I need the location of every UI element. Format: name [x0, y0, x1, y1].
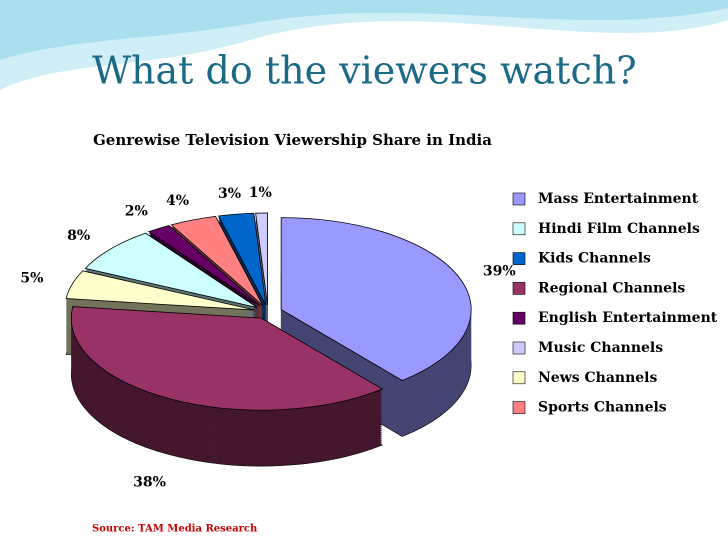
- legend-label: Hindi Film Channels: [538, 221, 700, 237]
- slice: [217, 212, 267, 306]
- data-label: 38%: [133, 474, 166, 490]
- data-label: 3%: [218, 186, 241, 202]
- legend-swatch: [512, 222, 526, 236]
- slice: [170, 215, 264, 306]
- data-label: 1%: [249, 185, 272, 201]
- slice: [65, 270, 255, 311]
- data-label: 4%: [166, 193, 189, 209]
- slice: [84, 232, 258, 308]
- legend-label: Kids Channels: [538, 251, 651, 267]
- legend-swatch: [512, 252, 526, 265]
- legend-label: Mass Entertainment: [538, 191, 699, 207]
- slide-title: What do the viewers watch?: [92, 49, 637, 93]
- legend-label: Regional Channels: [538, 280, 685, 296]
- legend-label: Sports Channels: [538, 400, 667, 416]
- source-note: Source: TAM Media Research: [92, 524, 258, 535]
- slice: [280, 217, 472, 381]
- legend-swatch: [512, 282, 526, 295]
- data-label: 5%: [20, 271, 43, 287]
- legend-swatch: [512, 311, 526, 325]
- pie: 39% 38% 5% 8% 2% 4% 3% 1%: [20, 185, 515, 491]
- data-label: 8%: [67, 228, 90, 244]
- legend-swatch: [512, 401, 526, 414]
- legend-label: Music Channels: [538, 340, 663, 356]
- legend-swatch: [512, 371, 526, 385]
- legend-swatch: [512, 341, 526, 355]
- legend-swatch: [512, 192, 526, 206]
- header-wave-dark: [0, 0, 728, 60]
- slice: [70, 306, 384, 411]
- chart-title: Genrewise Television Viewership Share in…: [93, 131, 492, 149]
- slice: [147, 225, 261, 307]
- slice: [255, 212, 268, 306]
- data-label: 2%: [125, 203, 148, 219]
- data-label: 39%: [483, 264, 516, 280]
- legend-label: News Channels: [538, 370, 657, 386]
- legend-label: English Entertainment: [538, 310, 718, 326]
- legend: Mass Entertainment Hindi Film Channels Kid…: [512, 191, 718, 416]
